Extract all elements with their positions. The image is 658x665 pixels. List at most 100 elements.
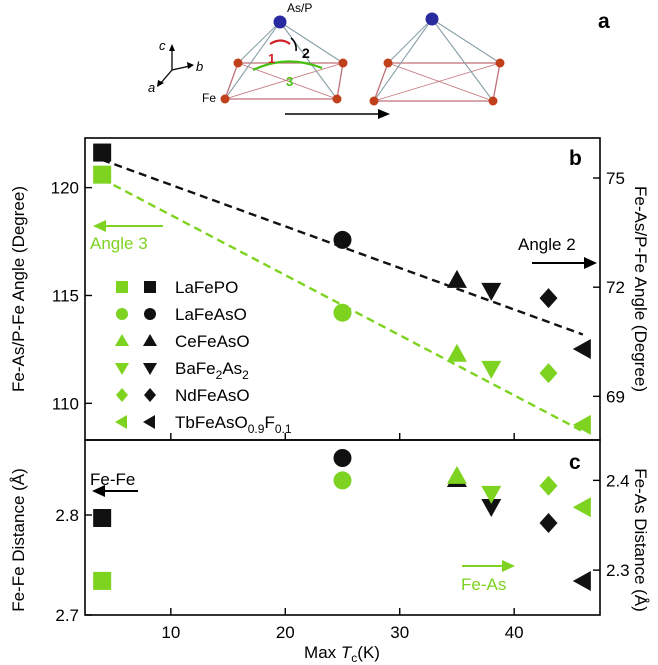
panel-b-right-axis-title: Fe-As/P-Fe Angle (Degree) — [631, 186, 650, 392]
data-point-triangle-down — [481, 282, 502, 301]
panel-b-right-ticks: 69 72 75 — [593, 169, 625, 406]
legend-marker-black — [143, 415, 155, 429]
data-point-square — [93, 509, 112, 527]
panel-b-legend: LaFePO LaFeAsO CeFeAsO BaFe2As2 NdFeAsO TbFeA… — [115, 278, 292, 436]
angle-3-annotation-text: Angle 3 — [90, 234, 148, 253]
legend-marker-green — [115, 363, 129, 375]
data-point-triangle-left — [572, 339, 591, 360]
axis-c-label: c — [159, 38, 166, 53]
atom-fe-label: Fe — [202, 91, 216, 105]
data-point-triangle-up — [446, 269, 467, 288]
legend-marker-black — [143, 334, 157, 346]
panel-a-label: a — [598, 10, 610, 33]
panel-c-right-axis-title: Fe-As Distance (Å) — [631, 468, 650, 612]
panel-c-left-axis-title: Fe-Fe Distance (Å) — [9, 468, 28, 612]
panel-b-left-ticks: 110 115 120 — [51, 179, 92, 413]
legend-label: NdFeAsO — [175, 386, 250, 405]
angle-2-label: 2 — [302, 45, 310, 61]
right-tick-label: 72 — [606, 278, 625, 297]
left-tick-label: 110 — [52, 394, 79, 413]
angle-2-annotation-text: Angle 2 — [518, 235, 576, 254]
pyramid-left — [220, 15, 348, 104]
data-point-triangle-left — [572, 571, 591, 591]
left-tick-label: 120 — [51, 179, 79, 198]
panel-a: a c b a — [148, 1, 610, 119]
panel-c-frame — [84, 439, 601, 616]
legend-label: LaFePO — [175, 278, 238, 297]
right-tick-label: 75 — [606, 169, 625, 188]
right-tick-label: 2.4 — [606, 471, 630, 490]
data-point-diamond — [539, 363, 558, 384]
panel-c-markers — [93, 449, 591, 591]
data-point-diamond — [539, 475, 558, 496]
panel-c: c Fe-Fe Distance (Å) Fe-As Distance (Å) … — [9, 439, 650, 665]
legend-marker-black — [144, 308, 156, 320]
angle-3-label: 3 — [286, 74, 293, 89]
angle-3-annotation: Angle 3 — [90, 220, 163, 253]
data-point-square — [93, 143, 112, 162]
panel-c-label: c — [569, 451, 581, 474]
legend-marker-black — [144, 388, 156, 402]
data-point-circle — [333, 449, 352, 467]
data-point-circle — [333, 303, 352, 322]
data-point-diamond — [539, 513, 558, 533]
data-point-square — [93, 165, 112, 184]
transition-arrow — [285, 109, 390, 119]
x-tick-label: 10 — [161, 623, 180, 642]
x-tick-label: 40 — [505, 623, 524, 642]
legend-marker-black — [143, 363, 157, 375]
panel-b-bottom-ticks — [170, 433, 515, 440]
legend-marker-green — [116, 388, 128, 402]
angle-1-label: 1 — [268, 51, 275, 66]
legend-marker-green — [116, 308, 128, 320]
pyramid-right — [369, 12, 505, 106]
legend-label: TbFeAsO0.9F0.1 — [175, 413, 292, 436]
panel-b: b Fe-As/P-Fe Angle (Degree) Fe-As/P-Fe A… — [9, 137, 650, 441]
panel-c-left-ticks: 2.7 2.8 — [55, 506, 92, 625]
legend-label: LaFeAsO — [175, 305, 247, 324]
panel-c-right-ticks: 2.3 2.4 — [593, 471, 630, 580]
panel-c-x-ticks: 10 20 30 40 — [161, 608, 524, 642]
panel-b-markers — [93, 143, 591, 435]
axis-b-label: b — [196, 59, 203, 74]
atom-as-p-label: As/P — [287, 1, 312, 15]
x-tick-label: 20 — [276, 623, 295, 642]
data-point-triangle-down — [481, 485, 502, 504]
fe-as-annotation: Fe-As — [461, 560, 515, 594]
data-point-square — [93, 571, 112, 590]
fit-line-angle-2 — [101, 158, 584, 336]
legend-marker-green — [115, 334, 129, 346]
data-point-triangle-up — [446, 465, 467, 484]
data-point-triangle-down — [481, 499, 502, 517]
data-point-triangle-left — [572, 497, 591, 518]
legend-label: CeFeAsO — [175, 332, 250, 351]
panel-b-label: b — [569, 147, 582, 170]
data-point-circle — [333, 471, 352, 490]
left-tick-label: 2.8 — [55, 506, 79, 525]
data-point-circle — [333, 230, 352, 249]
data-point-triangle-left — [572, 414, 591, 435]
x-axis-title: Max Tc(K) — [304, 643, 380, 665]
data-point-triangle-down — [481, 360, 502, 379]
legend-marker-green — [115, 415, 127, 429]
axes-triad — [157, 44, 194, 87]
fe-fe-annotation: Fe-Fe — [90, 470, 138, 497]
left-tick-label: 115 — [52, 286, 79, 305]
legend-marker-green — [116, 281, 128, 293]
legend-label: BaFe2As2 — [175, 359, 249, 382]
panel-b-left-axis-title: Fe-As/P-Fe Angle (Degree) — [9, 186, 28, 392]
angle-2-annotation: Angle 2 — [518, 235, 597, 269]
right-tick-label: 2.3 — [606, 561, 630, 580]
right-tick-label: 69 — [606, 387, 625, 406]
fe-as-annotation-text: Fe-As — [461, 575, 506, 594]
data-point-triangle-up — [446, 343, 467, 362]
left-tick-label: 2.7 — [55, 606, 79, 625]
legend-marker-black — [144, 281, 156, 293]
x-tick-label: 30 — [390, 623, 409, 642]
data-point-diamond — [539, 288, 558, 309]
panel-b-frame — [84, 137, 601, 441]
axis-a-label: a — [148, 80, 155, 95]
panel-b-fit-lines — [101, 158, 584, 433]
fe-fe-annotation-text: Fe-Fe — [90, 470, 135, 489]
